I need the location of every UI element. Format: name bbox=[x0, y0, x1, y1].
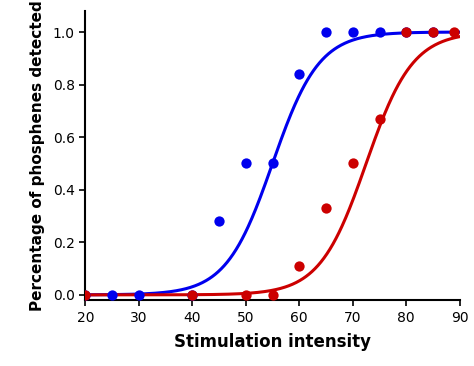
Point bbox=[82, 292, 89, 298]
Point bbox=[322, 205, 330, 211]
Point bbox=[108, 292, 116, 298]
Point bbox=[269, 161, 276, 167]
Point bbox=[189, 292, 196, 298]
Point bbox=[402, 29, 410, 35]
Point bbox=[215, 219, 223, 224]
Point bbox=[295, 71, 303, 77]
Point bbox=[189, 292, 196, 298]
Point bbox=[451, 29, 458, 35]
Point bbox=[242, 292, 250, 298]
Point bbox=[402, 29, 410, 35]
X-axis label: Stimulation intensity: Stimulation intensity bbox=[174, 333, 371, 351]
Point bbox=[242, 161, 250, 167]
Y-axis label: Percentage of phosphenes detected: Percentage of phosphenes detected bbox=[29, 0, 45, 311]
Point bbox=[269, 292, 276, 298]
Point bbox=[376, 29, 383, 35]
Point bbox=[349, 29, 356, 35]
Point bbox=[82, 292, 89, 298]
Point bbox=[135, 292, 143, 298]
Point bbox=[349, 161, 356, 167]
Point bbox=[295, 263, 303, 269]
Point bbox=[429, 29, 437, 35]
Point bbox=[322, 29, 330, 35]
Point bbox=[429, 29, 437, 35]
Point bbox=[376, 116, 383, 122]
